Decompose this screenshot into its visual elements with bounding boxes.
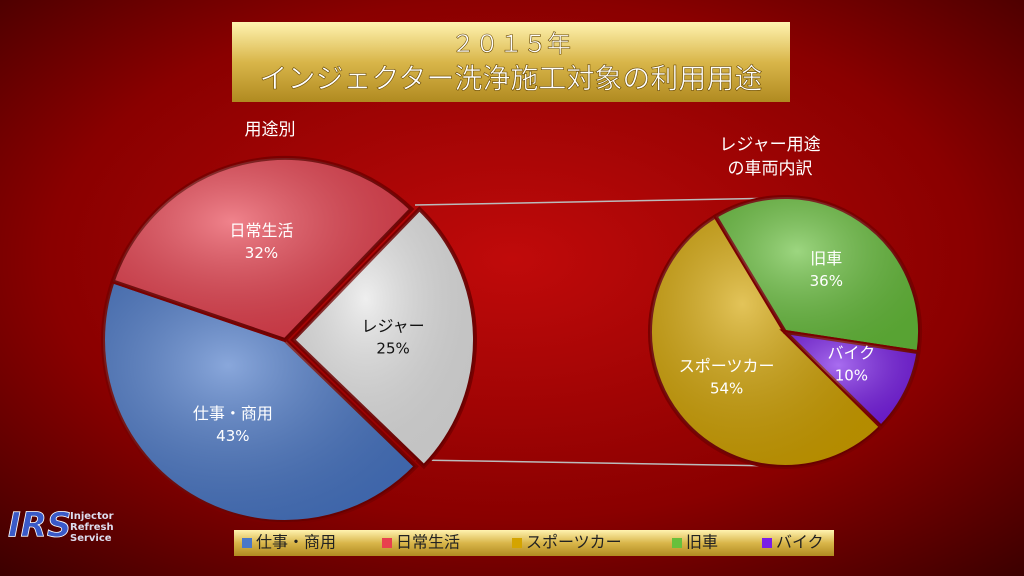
- legend-swatch: [382, 538, 392, 548]
- slice-label: 旧車: [810, 249, 842, 268]
- pie-title: の車両内訳: [728, 159, 813, 179]
- logo-text: Injector: [70, 511, 114, 522]
- legend-label: 日常生活: [396, 533, 460, 552]
- legend-label: バイク: [776, 533, 824, 552]
- title: ２０１５年: [451, 30, 571, 58]
- legend-label: スポーツカー: [526, 533, 622, 552]
- value-label: 36%: [810, 272, 843, 290]
- value-label: 43%: [216, 427, 249, 445]
- title: インジェクター洗浄施工対象の利用用途: [260, 62, 763, 95]
- legend-swatch: [762, 538, 772, 548]
- logo-text: Refresh: [70, 522, 114, 533]
- logo-mark: IRS: [8, 506, 71, 546]
- logo-text: Service: [70, 533, 112, 544]
- slice-label: バイク: [828, 344, 876, 363]
- slice-label: 仕事・商用: [193, 404, 273, 423]
- slice-label: レジャー: [361, 317, 424, 336]
- legend-swatch: [672, 538, 682, 548]
- value-label: 25%: [376, 340, 409, 358]
- value-label: 10%: [835, 367, 868, 385]
- legend-label: 仕事・商用: [256, 533, 336, 552]
- pie-title: レジャー用途: [719, 135, 820, 155]
- slice-label: スポーツカー: [679, 356, 775, 375]
- legend-swatch: [512, 538, 522, 548]
- slice-label: 日常生活: [229, 221, 293, 240]
- title-box: [232, 22, 790, 102]
- pie-title: 用途別: [245, 120, 296, 140]
- value-label: 54%: [710, 379, 743, 397]
- value-label: 32%: [245, 244, 278, 262]
- logo: IRS Injector Refresh Service: [8, 505, 114, 546]
- legend-swatch: [242, 538, 252, 548]
- legend-label: 旧車: [686, 533, 718, 552]
- legend-box: [234, 530, 834, 556]
